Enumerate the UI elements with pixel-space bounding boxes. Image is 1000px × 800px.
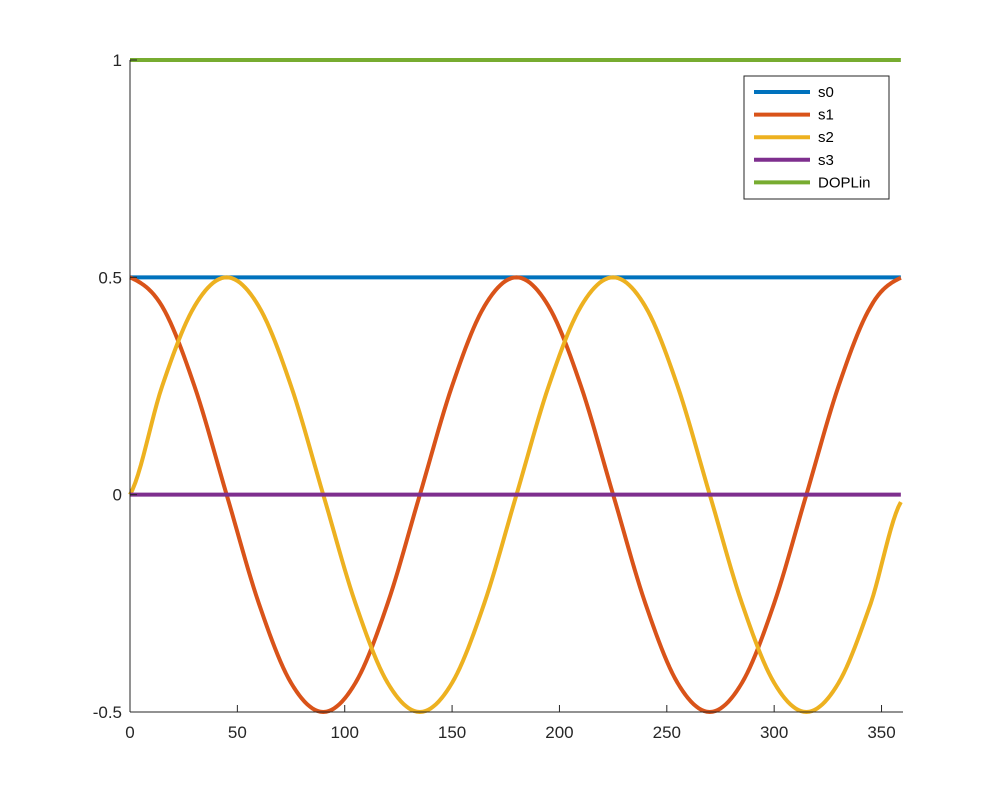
legend-label-s2: s2 [818, 129, 834, 146]
legend-label-s0: s0 [818, 84, 834, 101]
legend-label-s3: s3 [818, 152, 834, 169]
x-tick-label: 50 [228, 723, 247, 742]
y-tick-label: -0.5 [93, 703, 122, 722]
x-tick-label: 100 [331, 723, 359, 742]
legend: s0 s1 s2 s3 DOPLin [743, 75, 890, 200]
legend-label-DOPLin: DOPLin [818, 174, 871, 191]
y-tick-label: 0 [113, 486, 122, 505]
x-tick-label: 350 [867, 723, 895, 742]
y-tick-label: 0.5 [98, 268, 122, 287]
y-tick-label: 1 [113, 51, 122, 70]
x-tick-label: 300 [760, 723, 788, 742]
x-tick-label: 0 [125, 723, 134, 742]
series-line-s1 [129, 275, 902, 714]
x-tick-label: 150 [438, 723, 466, 742]
x-tick-label: 200 [545, 723, 573, 742]
axes-layer: 0 50 100 150 200 250 300 350-0.500.51 [93, 51, 903, 742]
x-tick-label: 250 [653, 723, 681, 742]
series-layer [128, 58, 903, 714]
legend-label-s1: s1 [818, 107, 834, 124]
